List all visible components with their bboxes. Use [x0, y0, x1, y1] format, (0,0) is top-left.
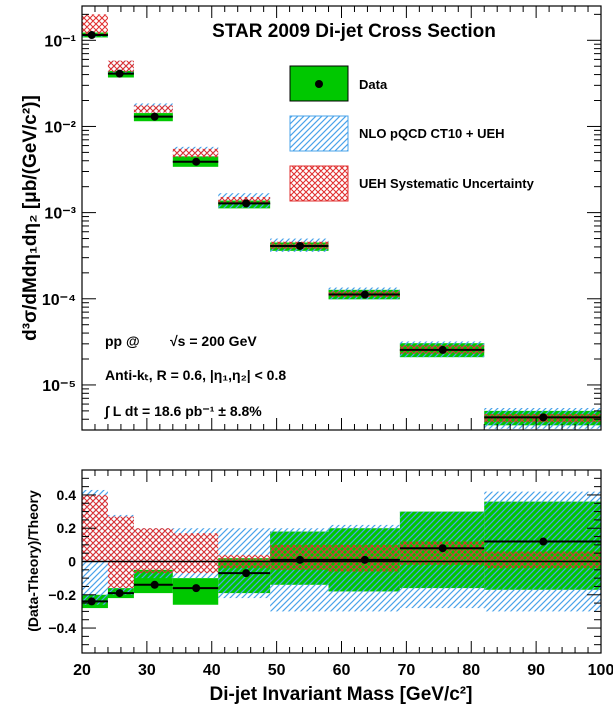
legend-entry-ueh: UEH Systematic Uncertainty	[289, 165, 535, 202]
data-point-2	[150, 112, 159, 121]
x-tick-label: 20	[73, 662, 91, 679]
data-point-8	[539, 413, 548, 422]
run-conditions: pp @ √s = 200 GeV Anti-kₜ, R = 0.6, |η₁,…	[104, 333, 286, 420]
lower-panel-points	[82, 537, 601, 606]
data-point-6	[360, 290, 369, 299]
ratio-point-7	[438, 544, 447, 553]
lower-y-tick-label: 0.4	[57, 487, 77, 503]
lower-y-tick-label: 0.2	[57, 520, 77, 536]
legend-swatch-ueh	[289, 165, 349, 202]
legend: Data NLO pQCD CT10 + UEH UEH Systematic …	[289, 65, 535, 202]
data-point-4	[242, 199, 251, 208]
x-tick-label: 30	[138, 662, 156, 679]
x-tick-label: 90	[527, 662, 545, 679]
ratio-point-1	[115, 589, 124, 598]
upper-y-axis-title: d³σ/dMdη₁dη₂ [μb/(GeV/c²)]	[20, 95, 41, 341]
lower-panel-bands	[82, 489, 601, 612]
legend-label-ueh: UEH Systematic Uncertainty	[359, 176, 535, 191]
x-tick-label: 60	[333, 662, 351, 679]
annotation-jet-algorithm: Anti-kₜ, R = 0.6, |η₁,η₂| < 0.8	[105, 367, 286, 383]
x-axis-title: Di-jet Invariant Mass [GeV/c²]	[210, 684, 473, 705]
x-tick-label: 70	[397, 662, 415, 679]
ueh-sys-band-3	[172, 148, 219, 158]
ratio-nlo-band-5	[270, 528, 329, 612]
ratio-point-3	[192, 584, 201, 593]
data-point-0	[87, 31, 96, 40]
ratio-ueh-band-2	[133, 528, 173, 574]
ratio-point-6	[360, 555, 369, 564]
ueh-sys-band-1	[107, 60, 134, 72]
data-point-3	[192, 157, 201, 166]
data-point-5	[295, 241, 304, 250]
lower-y-tick-label: 0	[68, 554, 76, 570]
legend-entry-data: Data	[289, 65, 388, 102]
data-point-7	[438, 345, 447, 354]
upper-y-tick-label: 10⁻⁴	[42, 292, 76, 309]
ratio-ueh-band-8	[484, 551, 601, 569]
chart-title: STAR 2009 Di-jet Cross Section	[212, 21, 496, 42]
upper-y-axis: 10⁻⁵ 10⁻⁴ 10⁻³ 10⁻² 10⁻¹	[42, 13, 601, 431]
x-tick-label: 40	[203, 662, 221, 679]
data-point-1	[115, 69, 124, 78]
ratio-point-8	[539, 537, 548, 546]
ueh-sys-band-0	[82, 14, 108, 35]
ratio-point-2	[150, 580, 159, 589]
upper-y-tick-label: 10⁻¹	[44, 33, 76, 50]
legend-label-data: Data	[359, 77, 388, 92]
lower-y-axis-title: (Data-Theory)/Theory	[25, 490, 41, 632]
ratio-point-0	[87, 597, 96, 606]
lower-y-tick-label: −0.2	[48, 587, 76, 603]
upper-panel-points	[82, 31, 601, 422]
legend-marker-data	[315, 80, 323, 88]
annotation-luminosity: ∫ L dt = 18.6 pb⁻¹ ± 8.8%	[104, 403, 262, 420]
lower-y-axis: −0.4 −0.2 0 0.2 0.4	[48, 477, 601, 646]
x-axis: 20 30 40 50 60 70 80 90 100	[73, 6, 613, 679]
ratio-ueh-band-1	[107, 516, 134, 589]
ratio-point-4	[242, 569, 251, 578]
upper-y-tick-label: 10⁻²	[44, 119, 76, 136]
x-tick-label: 80	[462, 662, 480, 679]
ratio-point-5	[295, 555, 304, 564]
legend-entry-nlo: NLO pQCD CT10 + UEH	[289, 115, 505, 152]
ueh-sys-band-2	[133, 105, 173, 113]
x-tick-label: 100	[588, 662, 613, 679]
lower-y-tick-label: −0.4	[48, 620, 76, 636]
upper-y-tick-label: 10⁻⁵	[42, 378, 76, 395]
legend-label-nlo: NLO pQCD CT10 + UEH	[359, 126, 505, 141]
annotation-beam: pp @	[105, 333, 140, 349]
x-tick-label: 50	[268, 662, 286, 679]
legend-swatch-nlo	[289, 115, 349, 152]
annotation-energy: √s = 200 GeV	[170, 333, 257, 349]
ratio-ueh-band-3	[172, 533, 219, 574]
upper-y-tick-label: 10⁻³	[44, 206, 76, 223]
